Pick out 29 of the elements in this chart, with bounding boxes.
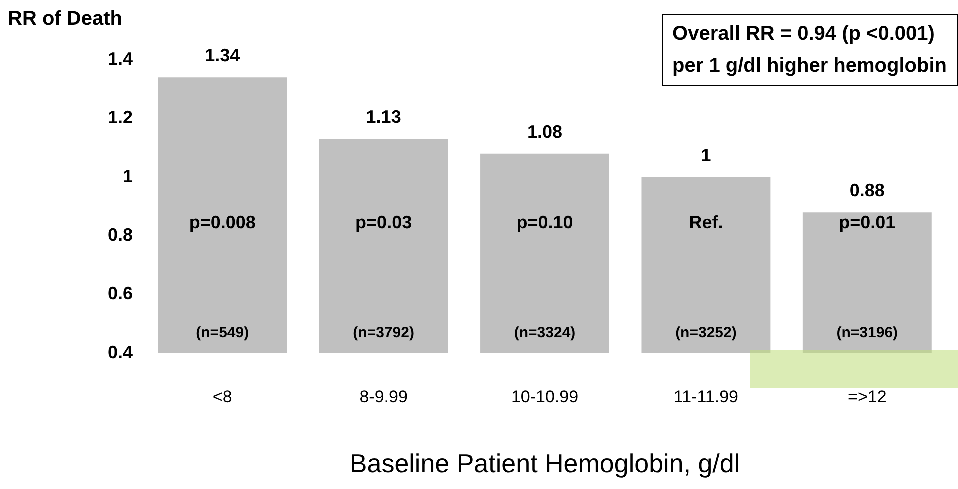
annotation: p=0.03: [356, 212, 412, 232]
y-tick-label: 0.8: [108, 225, 134, 246]
x-tick-label: 10-10.99: [511, 387, 579, 406]
annotation: (n=549): [196, 324, 250, 342]
data-label: 1.08: [527, 122, 563, 142]
annotation: p=0.008: [189, 212, 256, 232]
x-axis-title: Baseline Patient Hemoglobin, g/dl: [350, 448, 740, 479]
y-axis-title: RR of Death: [8, 8, 122, 31]
annotation: p=0.10: [516, 212, 574, 232]
data-label: 1.34: [205, 46, 240, 66]
y-tick-label: 1.4: [108, 48, 134, 69]
annotation: (n=3196): [836, 324, 898, 342]
annotation: Ref.: [689, 212, 724, 232]
annotation: (n=3324): [514, 324, 576, 342]
x-tick-label: 8-9.99: [360, 387, 408, 406]
data-label: 0.88: [850, 180, 885, 201]
y-tick-label: 1: [123, 166, 134, 186]
y-tick-label: 0.6: [108, 284, 134, 304]
data-label: 1.13: [366, 107, 402, 128]
data-label: 1: [701, 145, 712, 166]
annotation: p=0.01: [839, 212, 896, 232]
y-tick-label: 0.4: [108, 342, 134, 362]
x-tick-label: 11-11.99: [674, 387, 739, 406]
x-tick-label: <8: [212, 387, 232, 406]
annotation: Overall RR = 0.94 (p <0.001) per 1 g/dl higher hemoglobin: [662, 14, 958, 86]
annotation: (n=3252): [676, 324, 737, 342]
annotation: (n=3792): [353, 324, 414, 342]
y-tick-label: 1.2: [108, 108, 134, 128]
x-tick-label: =>12: [848, 387, 887, 406]
